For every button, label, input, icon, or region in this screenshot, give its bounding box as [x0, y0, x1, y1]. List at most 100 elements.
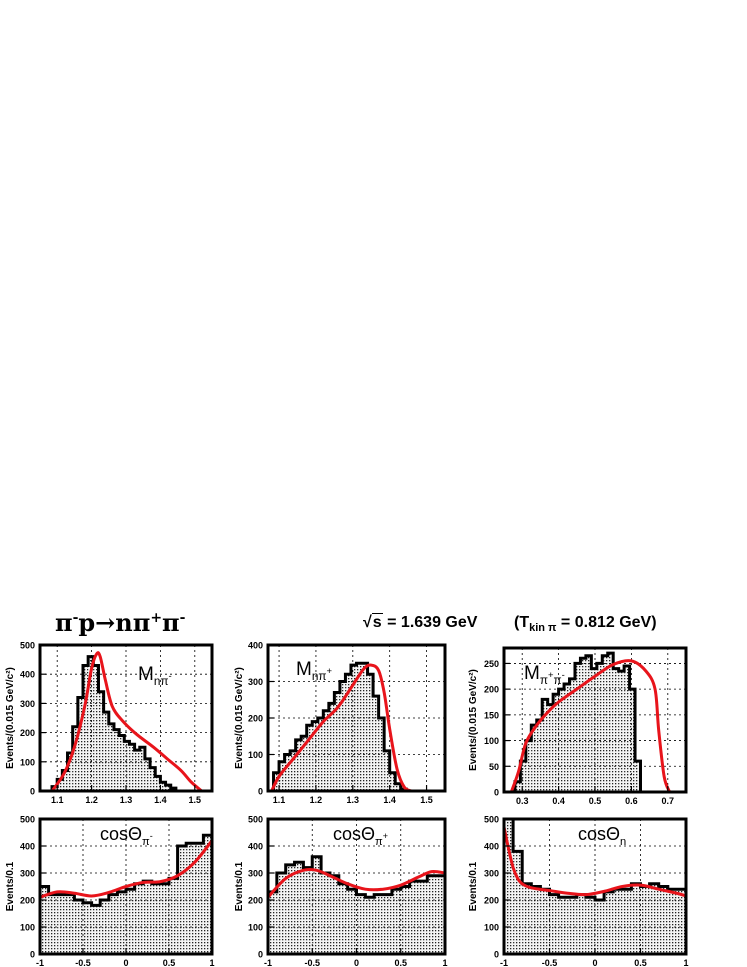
fit-curve	[509, 659, 672, 792]
chart-panel-1: 1.1 1.2 1.3 1.4 1.5 0 100 200 300 400 500 Events/(0…	[5, 641, 214, 805]
histogram-bar	[389, 772, 396, 791]
y-tick-label: 100	[248, 750, 263, 760]
y-tick-label: 100	[248, 923, 263, 933]
histogram-bar	[295, 739, 302, 791]
y-tick-label: 0	[258, 950, 263, 960]
histogram-bar	[83, 902, 92, 954]
histogram-bar	[649, 883, 659, 954]
histogram-bar	[350, 665, 357, 791]
histogram-bar	[585, 897, 595, 954]
histogram-bar	[129, 744, 135, 791]
y-tick-label: 500	[20, 815, 35, 825]
histogram-bar	[635, 761, 641, 792]
histogram-bar	[338, 883, 348, 954]
x-tick-label: 1.1	[273, 795, 286, 805]
x-tick-label: -0.5	[304, 958, 320, 967]
histogram-bar	[117, 891, 126, 954]
histogram-bar	[569, 678, 575, 792]
histogram-bar	[160, 782, 166, 791]
x-tick-label: 0.5	[163, 958, 176, 967]
panel-label: Mnπ-	[138, 664, 172, 688]
histogram-bar	[276, 873, 286, 954]
histogram-bar	[378, 718, 385, 791]
histogram-bar	[580, 658, 586, 792]
histogram-bar	[384, 750, 390, 791]
panel-label: cosΘπ+	[333, 824, 388, 848]
y-tick-label: 100	[484, 736, 499, 746]
histogram-bar	[119, 735, 125, 791]
panel-label: cosΘπ-	[100, 824, 153, 848]
histogram-bar	[391, 889, 401, 954]
histogram-bar	[323, 710, 329, 791]
y-tick-label: 300	[20, 699, 35, 709]
y-tick-label: 500	[484, 815, 499, 825]
histogram-bar	[373, 696, 379, 791]
x-tick-label: -1	[264, 958, 272, 967]
histogram-bar	[347, 889, 357, 954]
histogram-bar	[553, 694, 559, 792]
histogram-bar	[144, 758, 151, 791]
histogram-outline	[272, 661, 408, 791]
histogram-bar	[329, 875, 339, 954]
histogram-bar	[203, 835, 212, 954]
x-tick-label: 0.6	[625, 796, 638, 806]
histogram-bar	[667, 889, 677, 954]
histogram-bar	[93, 665, 99, 791]
histogram-bar	[520, 761, 526, 792]
x-tick-label: 1	[209, 958, 214, 967]
plot-area	[504, 819, 686, 954]
histogram-bar	[514, 781, 521, 792]
y-tick-label: 100	[484, 923, 499, 933]
histogram-bar	[400, 886, 410, 954]
histogram-bar	[436, 875, 445, 954]
histogram-bar	[306, 725, 313, 791]
energy-label: √s = 1.639 GeV	[363, 613, 478, 631]
y-tick-label: 100	[20, 923, 35, 933]
histogram-bar	[602, 655, 608, 792]
histogram-bar	[640, 886, 650, 954]
y-tick-label: 200	[484, 896, 499, 906]
histogram-bar	[504, 819, 514, 954]
histogram-bar	[301, 736, 307, 791]
histogram-bar	[513, 851, 523, 954]
histogram-bar	[395, 783, 401, 791]
x-tick-label: 1.4	[383, 795, 396, 805]
histogram-bar	[57, 894, 66, 954]
chart-panel-4: -1 -0.5 0 0.5 1 0 100 200 300 400 500 Events/0.1 cos…	[5, 815, 215, 967]
y-tick-label: 0	[494, 788, 499, 798]
histogram-bar	[356, 663, 363, 791]
x-tick-label: 0.7	[662, 796, 675, 806]
histogram-bar	[124, 741, 130, 791]
histogram-bar	[522, 883, 532, 954]
histogram-bar	[98, 691, 104, 791]
x-tick-label: 1.5	[420, 795, 433, 805]
histogram-bar	[574, 663, 581, 792]
histogram-bar	[303, 867, 313, 954]
x-tick-label: 0.5	[394, 958, 407, 967]
fit-curve	[50, 651, 204, 791]
histogram-bar	[108, 894, 118, 954]
histogram-bar	[143, 881, 152, 954]
histogram-bar	[540, 889, 550, 954]
histogram-bar	[74, 900, 83, 954]
y-tick-label: 500	[248, 815, 263, 825]
panel-label: Mπ+π-	[524, 663, 565, 687]
x-tick-label: 1	[442, 958, 447, 967]
x-tick-label: 1.2	[85, 795, 98, 805]
histogram-bar	[356, 894, 366, 954]
x-tick-label: 0	[123, 958, 128, 967]
histogram-bar	[567, 897, 577, 954]
y-tick-label: 0	[258, 787, 263, 797]
y-tick-label: 400	[20, 670, 35, 680]
histogram-outline	[504, 819, 686, 954]
histogram-bar	[536, 720, 543, 792]
y-tick-label: 300	[484, 869, 499, 879]
y-tick-label: 0	[494, 950, 499, 960]
histogram-bar	[564, 684, 570, 792]
histogram-bar	[312, 721, 318, 791]
y-tick-label: 500	[20, 641, 35, 651]
chart-panel-5: -1 -0.5 0 0.5 1 0 100 200 300 400 500 Events/0.1 cos…	[234, 815, 448, 967]
y-tick-label: 300	[248, 869, 263, 879]
x-tick-label: 0	[354, 958, 359, 967]
histogram-bar	[607, 653, 614, 792]
